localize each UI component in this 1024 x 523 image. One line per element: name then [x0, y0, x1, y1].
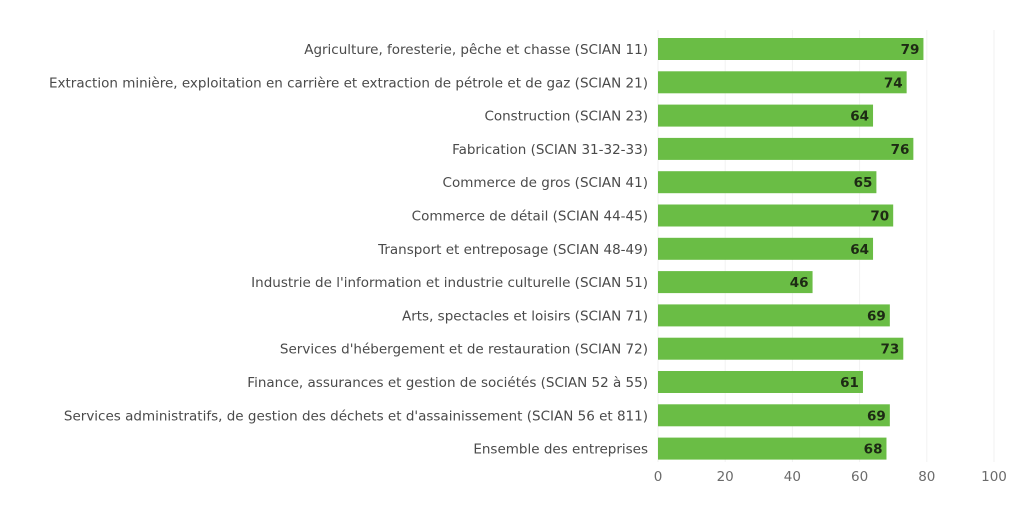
category-label: Arts, spectacles et loisirs (SCIAN 71) [402, 308, 648, 324]
data-label: 68 [864, 442, 883, 458]
bar [658, 404, 890, 427]
data-label: 46 [790, 275, 809, 291]
data-label: 69 [867, 408, 886, 424]
data-label: 61 [840, 375, 859, 391]
x-tick-label: 80 [918, 469, 935, 485]
category-label: Extraction minière, exploitation en carr… [49, 75, 648, 91]
bar [658, 38, 924, 60]
category-label: Commerce de détail (SCIAN 44-45) [412, 209, 648, 225]
bar [658, 237, 874, 260]
data-label: 70 [870, 209, 889, 225]
bar [658, 271, 813, 294]
category-label: Services d'hébergement et de restauratio… [280, 342, 648, 358]
bar [658, 304, 890, 327]
bar [658, 437, 887, 460]
category-label: Industrie de l'information et industrie … [251, 275, 648, 291]
category-label: Construction (SCIAN 23) [484, 109, 648, 125]
data-label: 74 [884, 75, 903, 91]
x-tick-label: 0 [654, 469, 663, 485]
data-label: 64 [850, 109, 869, 125]
category-label: Fabrication (SCIAN 31-32-33) [452, 142, 648, 158]
bar [658, 337, 904, 360]
data-label: 65 [854, 175, 873, 191]
data-label: 76 [891, 142, 910, 158]
bar [658, 171, 877, 194]
bar [658, 371, 863, 393]
x-tick-label: 40 [784, 469, 801, 485]
bar [658, 104, 874, 127]
data-label: 69 [867, 308, 886, 324]
x-tick-label: 100 [981, 469, 1007, 485]
category-label: Ensemble des entreprises [473, 442, 648, 458]
bar [658, 137, 914, 160]
category-label: Finance, assurances et gestion de sociét… [247, 375, 648, 391]
data-label: 73 [880, 342, 899, 358]
category-label: Transport et entreposage (SCIAN 48-49) [377, 242, 648, 258]
category-label: Agriculture, foresterie, pêche et chasse… [304, 42, 648, 58]
data-label: 64 [850, 242, 869, 258]
category-label: Commerce de gros (SCIAN 41) [443, 175, 648, 191]
x-tick-label: 60 [851, 469, 868, 485]
x-tick-label: 20 [717, 469, 734, 485]
category-label: Services administratifs, de gestion des … [64, 408, 648, 424]
bar [658, 71, 907, 94]
data-label: 79 [901, 42, 920, 58]
bar [658, 204, 894, 227]
